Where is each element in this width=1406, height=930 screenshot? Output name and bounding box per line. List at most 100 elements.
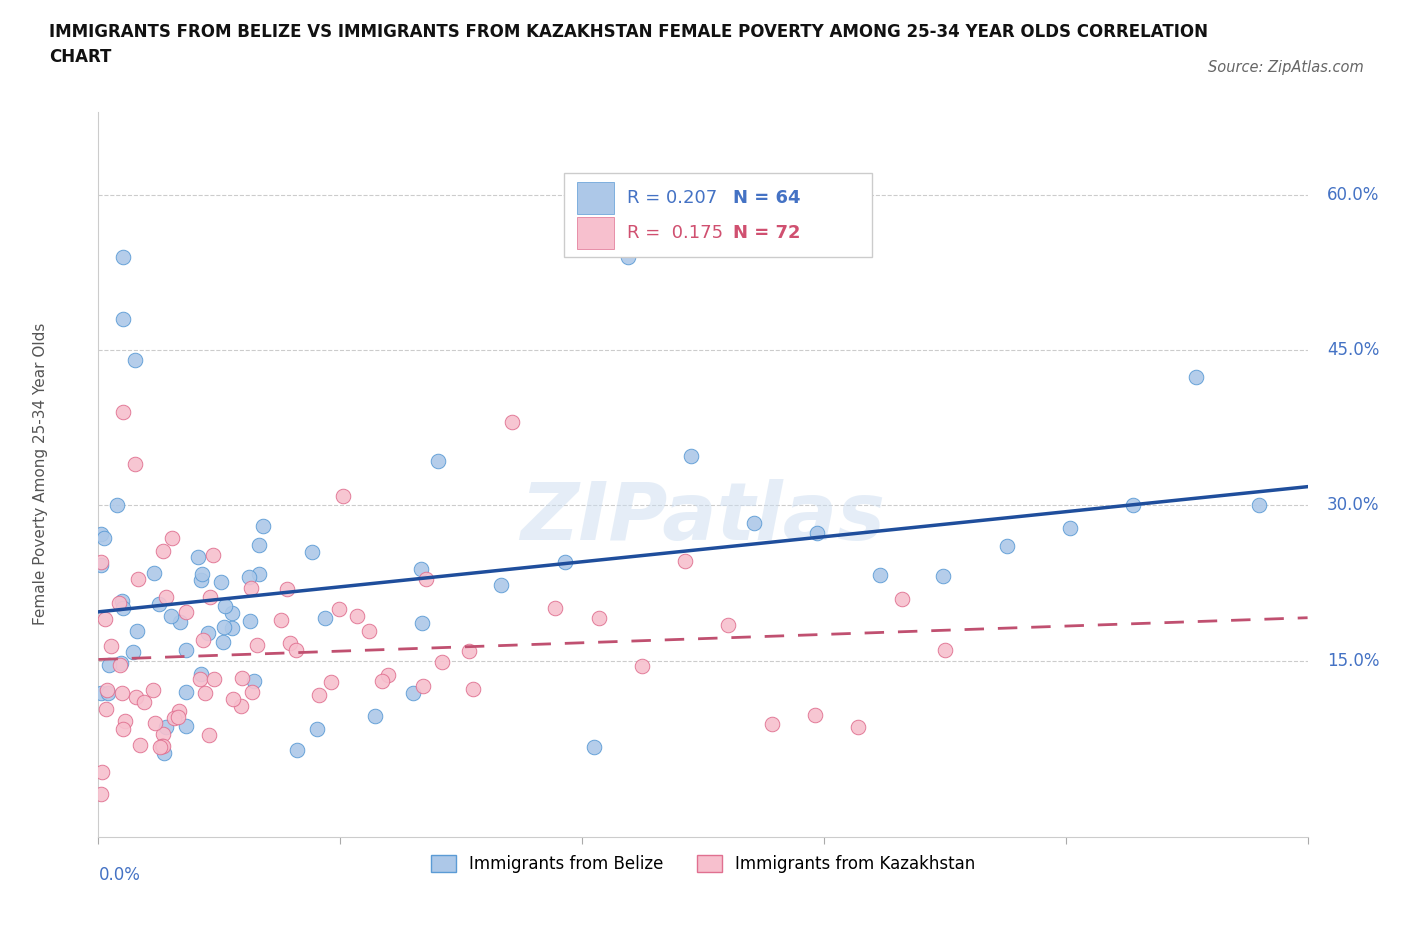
Point bbox=[332, 488, 354, 503]
Point bbox=[239, 614, 262, 629]
Text: IMMIGRANTS FROM BELIZE VS IMMIGRANTS FROM KAZAKHSTAN FEMALE POVERTY AMONG 25-34 : IMMIGRANTS FROM BELIZE VS IMMIGRANTS FRO… bbox=[49, 23, 1208, 66]
Point bbox=[124, 689, 146, 704]
Point bbox=[90, 554, 112, 569]
Point bbox=[90, 685, 112, 700]
Point bbox=[90, 557, 112, 572]
Point bbox=[96, 702, 118, 717]
Point bbox=[111, 405, 134, 419]
Point bbox=[457, 644, 479, 658]
Point bbox=[148, 596, 170, 611]
Point bbox=[221, 605, 243, 620]
Text: N = 72: N = 72 bbox=[734, 224, 801, 243]
Point bbox=[415, 572, 437, 587]
Point bbox=[152, 738, 174, 753]
Point bbox=[305, 722, 328, 737]
Point bbox=[149, 740, 172, 755]
Point bbox=[461, 682, 484, 697]
Point bbox=[357, 623, 380, 638]
Point bbox=[554, 554, 576, 569]
Point bbox=[198, 727, 221, 742]
Point bbox=[111, 594, 134, 609]
Point bbox=[308, 688, 330, 703]
Point bbox=[287, 743, 309, 758]
Text: Female Poverty Among 25-34 Year Olds: Female Poverty Among 25-34 Year Olds bbox=[32, 323, 48, 626]
Point bbox=[121, 644, 143, 659]
Point bbox=[90, 526, 112, 541]
Point bbox=[111, 685, 134, 700]
Point bbox=[278, 635, 301, 650]
Point bbox=[804, 708, 827, 723]
Point bbox=[588, 611, 610, 626]
Point bbox=[100, 639, 122, 654]
Point bbox=[194, 685, 217, 700]
Point bbox=[890, 591, 912, 606]
Point bbox=[276, 582, 298, 597]
Point bbox=[995, 538, 1018, 553]
Point bbox=[246, 637, 269, 652]
Point bbox=[284, 643, 307, 658]
Point bbox=[314, 610, 336, 625]
Point bbox=[214, 598, 236, 613]
Point bbox=[190, 566, 212, 581]
FancyBboxPatch shape bbox=[564, 173, 872, 257]
Point bbox=[174, 642, 197, 657]
Point bbox=[105, 498, 128, 512]
Point bbox=[96, 683, 118, 698]
Point bbox=[152, 543, 174, 558]
Point bbox=[152, 738, 174, 753]
Point bbox=[97, 685, 120, 700]
FancyBboxPatch shape bbox=[578, 182, 613, 214]
Text: 30.0%: 30.0% bbox=[1327, 497, 1379, 514]
Point bbox=[328, 601, 350, 616]
Point bbox=[152, 727, 174, 742]
Point bbox=[163, 711, 186, 725]
Text: ZIPatlas: ZIPatlas bbox=[520, 479, 886, 557]
Point bbox=[190, 667, 212, 682]
Point bbox=[91, 764, 114, 779]
Point bbox=[155, 590, 177, 604]
Point bbox=[110, 656, 132, 671]
Point bbox=[364, 709, 387, 724]
Text: 45.0%: 45.0% bbox=[1327, 341, 1379, 359]
Point bbox=[430, 655, 453, 670]
Point bbox=[238, 569, 260, 584]
Point bbox=[1249, 498, 1271, 512]
Point bbox=[412, 678, 434, 693]
Point bbox=[221, 621, 243, 636]
Point bbox=[197, 626, 219, 641]
Point bbox=[124, 352, 146, 367]
Point bbox=[934, 643, 956, 658]
Point bbox=[114, 713, 136, 728]
Point bbox=[717, 618, 740, 632]
Point bbox=[155, 720, 177, 735]
Point bbox=[501, 415, 523, 430]
Point bbox=[411, 616, 433, 631]
Point bbox=[159, 609, 181, 624]
Point bbox=[153, 746, 176, 761]
Point bbox=[321, 674, 343, 689]
Point bbox=[166, 709, 188, 724]
Point bbox=[202, 671, 225, 686]
Point bbox=[111, 601, 134, 616]
Point bbox=[167, 703, 190, 718]
Point bbox=[427, 454, 450, 469]
Point bbox=[631, 658, 654, 673]
Point bbox=[846, 719, 869, 734]
Legend: Immigrants from Belize, Immigrants from Kazakhstan: Immigrants from Belize, Immigrants from … bbox=[425, 848, 981, 880]
Point bbox=[247, 538, 270, 552]
Point bbox=[932, 569, 955, 584]
Text: Source: ZipAtlas.com: Source: ZipAtlas.com bbox=[1208, 60, 1364, 75]
Point bbox=[1059, 521, 1081, 536]
Text: R =  0.175: R = 0.175 bbox=[627, 224, 723, 243]
FancyBboxPatch shape bbox=[578, 218, 613, 249]
Point bbox=[174, 684, 197, 699]
Point bbox=[247, 566, 270, 581]
Point bbox=[160, 531, 183, 546]
Point bbox=[111, 312, 134, 326]
Point bbox=[188, 671, 211, 686]
Point bbox=[742, 516, 765, 531]
Point bbox=[143, 566, 166, 581]
Point bbox=[211, 634, 233, 649]
Point bbox=[142, 683, 165, 698]
Point bbox=[242, 684, 264, 699]
